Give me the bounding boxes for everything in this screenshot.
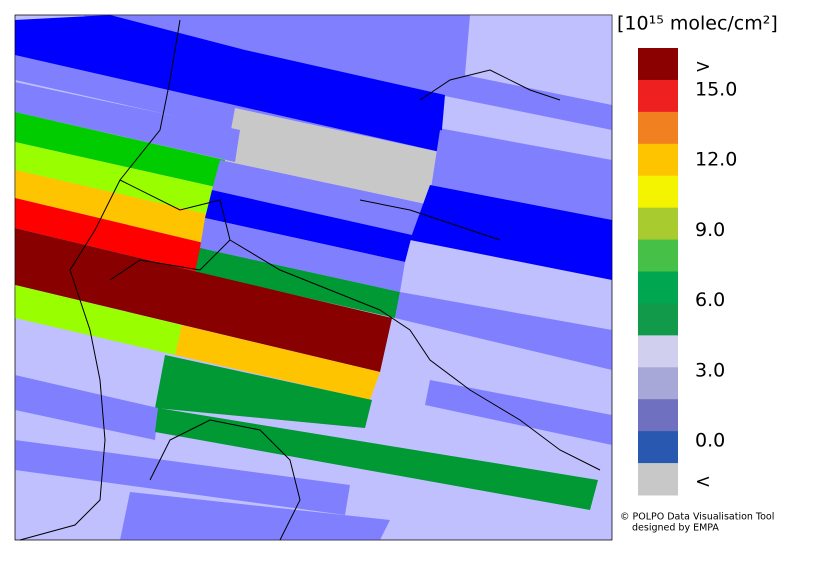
swath: [205, 190, 412, 262]
map-frame: [14, 14, 613, 541]
swath: [15, 170, 216, 244]
swath: [15, 228, 392, 372]
swath: [155, 355, 372, 428]
swath: [175, 325, 380, 400]
swath: [15, 198, 208, 272]
swath: [15, 375, 158, 440]
swath: [15, 15, 445, 152]
colorbar: >15.0 12.0 9.0 6.0 3.0 0.0 <: [638, 48, 737, 496]
colorbar-label: 0.0: [695, 430, 725, 452]
colorbar-label: 12.0: [695, 149, 737, 171]
swath: [430, 130, 612, 230]
colorbar-swatch: [638, 111, 678, 145]
swath: [15, 440, 350, 515]
colorbar-swatch: [638, 239, 678, 272]
colorbar-label: 6.0: [695, 289, 725, 311]
colorbar-swatch: [638, 175, 678, 209]
colorbar-swatch: [638, 48, 678, 81]
colorbar-swatch: [638, 463, 678, 496]
swath: [15, 285, 182, 355]
colorbar-swatch: [638, 79, 678, 113]
swath: [465, 15, 612, 105]
colorbar-swatch: [638, 271, 678, 304]
coastline: [19, 19, 601, 541]
swath: [120, 492, 390, 540]
colorbar-label: >: [695, 56, 711, 78]
swath: [425, 380, 612, 445]
swath: [195, 248, 400, 318]
colorbar-label: 9.0: [695, 219, 725, 241]
swath: [225, 108, 440, 205]
colorbar-label: 15.0: [695, 78, 737, 100]
swath: [395, 292, 612, 370]
colorbar-unit: [10¹⁵ molec/cm²]: [617, 13, 778, 35]
swath: [15, 142, 220, 216]
colorbar-swatch: [638, 207, 678, 241]
swath: [15, 112, 225, 188]
colorbar-swatch: [638, 431, 678, 464]
colorbar-swatch: [638, 303, 678, 336]
colorbar-label: 3.0: [695, 359, 725, 381]
colorbar-swatch: [638, 335, 678, 368]
swath: [15, 82, 240, 162]
credit-line: designed by EMPA: [632, 523, 719, 534]
colorbar-swatch: [638, 143, 678, 177]
swath: [200, 218, 405, 292]
swath: [155, 408, 598, 510]
swath: [212, 160, 430, 235]
map: [14, 14, 613, 541]
credit-line: © POLPO Data Visualisation Tool: [620, 512, 774, 523]
colorbar-label: <: [695, 471, 711, 493]
colorbar-swatch: [638, 367, 678, 400]
swath: [410, 185, 612, 280]
colorbar-swatch: [638, 399, 678, 432]
